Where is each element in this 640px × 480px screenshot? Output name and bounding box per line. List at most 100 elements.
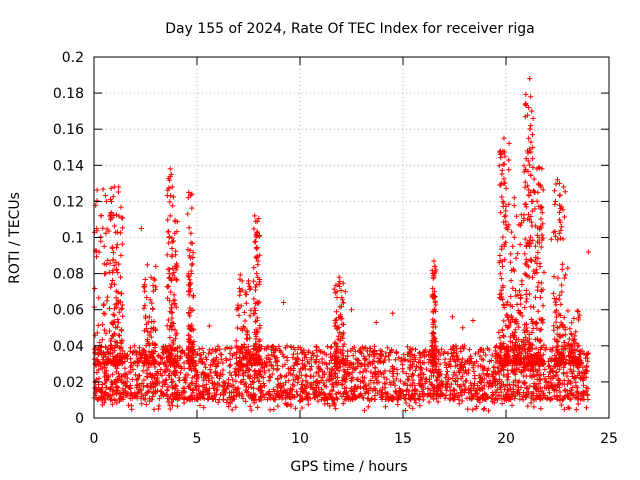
data-point [227,362,234,368]
data-point [417,377,424,383]
data-point [174,277,180,283]
data-point [92,285,98,292]
data-point [118,395,124,401]
data-point [448,381,455,387]
data-point [478,380,484,386]
data-point [189,191,195,197]
data-point [527,241,533,247]
data-point [510,368,516,374]
data-point [350,391,357,397]
data-point [200,369,206,375]
data-point [96,295,102,301]
data-point [411,393,417,399]
data-point [450,397,456,403]
data-point [476,385,482,391]
data-point [418,365,425,371]
data-point [538,206,544,212]
data-point [118,377,124,383]
data-point [443,372,450,378]
data-point [510,382,516,388]
data-point [339,333,345,339]
data-point [545,363,552,369]
data-point [468,380,474,386]
data-point [433,388,439,395]
data-point [162,380,168,386]
data-point [535,181,542,187]
data-point [576,343,582,349]
data-point [504,374,510,380]
data-point [99,336,105,343]
data-point [224,399,230,406]
data-point [573,340,579,346]
data-point [314,353,320,359]
data-point [567,361,574,367]
data-point [179,349,186,355]
data-point [206,323,212,329]
data-point [535,349,542,356]
data-point [243,350,249,356]
data-point [503,185,509,191]
data-point [533,345,539,351]
data-point [461,369,467,375]
data-point [183,380,189,386]
data-point [403,370,409,377]
data-point [528,395,534,401]
data-point [105,373,112,379]
data-point [432,366,438,373]
data-point [190,249,196,256]
data-point [333,395,340,401]
data-point [514,301,520,308]
data-point [94,198,100,204]
data-point [431,388,437,394]
data-point [460,325,466,331]
data-point [406,403,412,409]
data-point [100,302,107,308]
data-point [559,289,565,295]
data-point [576,359,582,366]
data-point [501,135,507,141]
data-point [562,387,568,393]
data-point [339,381,345,387]
data-point [513,317,519,323]
data-point [244,388,250,395]
data-point [195,374,201,380]
data-point [127,382,134,389]
data-point [107,357,114,363]
data-point [499,379,505,385]
data-point [346,371,353,377]
data-point [456,401,462,407]
data-point [295,380,301,386]
y-tick-label: 0 [75,411,84,427]
data-point [256,397,262,403]
data-point [229,407,235,413]
data-point [148,274,154,280]
grid-layer [94,57,609,418]
data-point [251,296,257,302]
data-point [505,386,511,393]
data-point [557,356,563,362]
data-point [280,299,287,306]
data-point [401,352,407,358]
data-point [551,188,558,194]
data-point [110,333,117,339]
data-point [330,384,337,390]
data-point [412,390,418,397]
data-point [554,325,560,331]
data-point [170,265,176,271]
data-point [255,261,261,268]
data-point [507,338,513,344]
data-point [233,351,239,357]
data-point [233,338,239,344]
data-point [432,335,438,341]
data-point [196,383,202,390]
data-point [362,344,368,351]
data-point [93,248,100,254]
data-point [349,361,355,367]
data-point [110,249,117,256]
data-point [216,375,223,382]
data-point [481,366,488,372]
data-point [556,334,562,340]
data-point [388,382,394,388]
data-point [516,348,523,354]
data-point [116,309,122,315]
